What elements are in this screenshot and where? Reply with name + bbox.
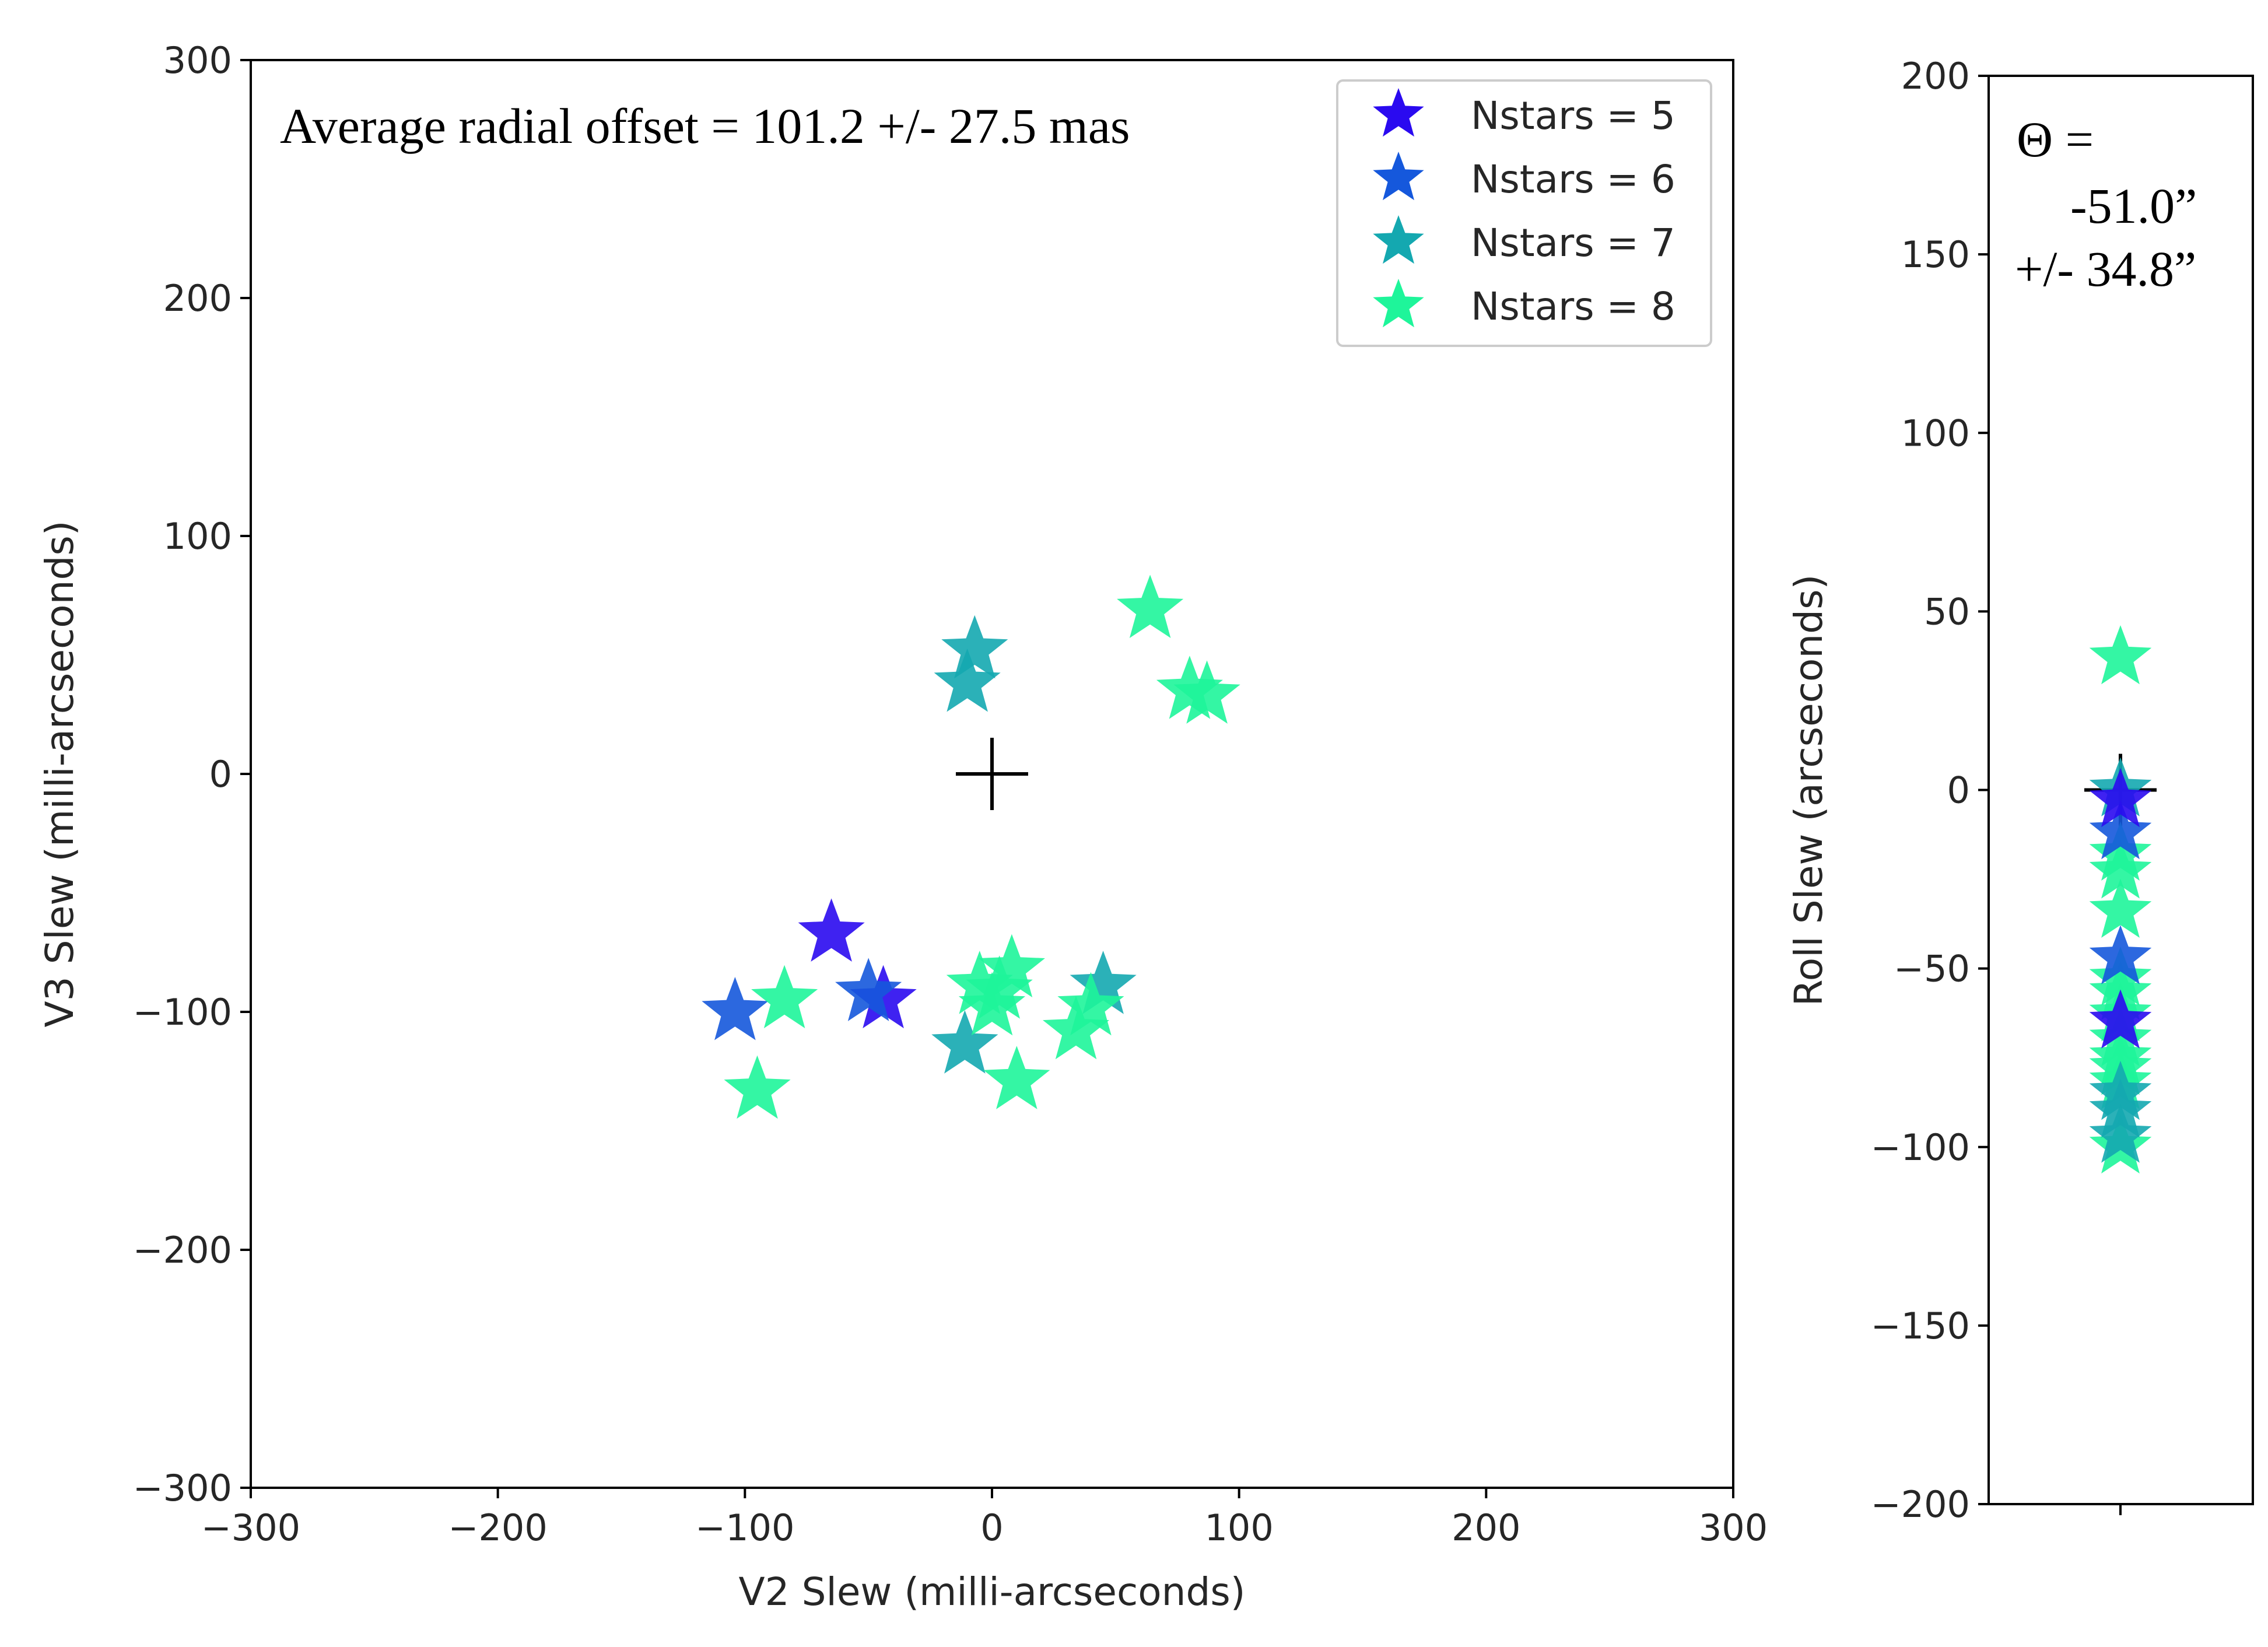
- main-y-tick-label: −300: [133, 1467, 232, 1509]
- data-point-star: [798, 898, 865, 962]
- main-y-axis-ticks: 300 200 100 0 −100 −200 −300: [133, 39, 251, 1509]
- data-point-star: [941, 615, 1008, 679]
- roll-y-axis-ticks: 200 150 100 50 0 −50 −100 −150 −200: [1871, 55, 1989, 1526]
- data-point-star: [835, 958, 902, 1021]
- legend-entry-label: Nstars = 6: [1471, 157, 1675, 202]
- roll-data-point-star: [2089, 839, 2152, 899]
- legend-entry-label: Nstars = 5: [1471, 93, 1675, 138]
- data-point-star: [983, 1046, 1050, 1109]
- roll-data-point-star: [2089, 1103, 2152, 1163]
- main-x-tick-label: −300: [201, 1506, 300, 1549]
- data-point-star: [724, 1055, 791, 1119]
- legend-marker-star: [1373, 152, 1424, 201]
- data-point-star: [1173, 660, 1240, 724]
- average-offset-annotation: Average radial offset = 101.2 +/- 27.5 m…: [280, 98, 1130, 154]
- data-point-star: [702, 977, 769, 1040]
- main-x-tick-label: 300: [1699, 1506, 1768, 1549]
- origin-crosshair: [956, 738, 1028, 810]
- data-point-star: [1117, 574, 1184, 638]
- main-x-tick-label: 100: [1204, 1506, 1273, 1549]
- data-point-star: [931, 1010, 998, 1074]
- data-point-star: [966, 955, 1033, 1019]
- roll-y-tick-label: 100: [1901, 412, 1970, 454]
- main-y-tick-label: 300: [163, 39, 232, 82]
- roll-y-tick-label: −150: [1871, 1305, 1970, 1347]
- theta-annotation-line-3: +/- 34.8”: [2015, 241, 2196, 297]
- roll-slew-panel: 200 150 100 50 0 −50 −100 −150 −200 Roll Slew (a…: [1786, 55, 2254, 1526]
- legend-entry-label: Nstars = 8: [1471, 284, 1675, 329]
- roll-y-tick-label: 150: [1901, 233, 1970, 276]
- legend-box: [1336, 79, 1712, 347]
- legend-marker-star: [1373, 279, 1424, 328]
- roll-data-points: [2089, 625, 2152, 1174]
- data-point-star: [751, 965, 818, 1029]
- roll-data-point-star: [2089, 800, 2152, 860]
- main-x-axis-ticks: −300 −200 −100 0 100 200 300: [201, 1488, 1768, 1549]
- roll-y-tick-label: 50: [1924, 590, 1970, 633]
- roll-y-tick-label: 0: [1947, 769, 1970, 812]
- main-x-tick-label: 0: [980, 1506, 1003, 1549]
- roll-y-tick-label: −200: [1871, 1483, 1970, 1526]
- main-x-tick-label: 200: [1452, 1506, 1520, 1549]
- roll-data-point-star: [2089, 625, 2152, 685]
- roll-data-point-star: [2089, 989, 2152, 1049]
- main-scatter-panel: 300 200 100 0 −100 −200 −300 −300 −200 −100 0 100 2…: [37, 39, 1768, 1614]
- roll-y-tick-label: −50: [1894, 948, 1970, 990]
- main-y-tick-label: 100: [163, 515, 232, 558]
- main-x-tick-label: −100: [695, 1506, 794, 1549]
- legend: Nstars = 5 Nstars = 6 Nstars = 7 Nstars = 8: [1336, 79, 1712, 347]
- data-point-star: [934, 649, 1001, 712]
- legend-marker-star: [1373, 215, 1424, 264]
- roll-data-point-star: [2089, 768, 2152, 828]
- legend-marker-star: [1373, 88, 1424, 137]
- main-y-axis-label: V3 Slew (milli-arcseconds): [37, 520, 82, 1027]
- roll-y-tick-label: 200: [1901, 55, 1970, 97]
- roll-data-point-star: [2089, 925, 2152, 984]
- data-point-star: [1057, 972, 1124, 1036]
- main-y-tick-label: 0: [209, 753, 232, 796]
- main-data-points: [702, 574, 1240, 1119]
- theta-annotation-line-2: -51.0”: [2070, 178, 2197, 234]
- roll-data-point-star: [2089, 878, 2152, 938]
- legend-entry-label: Nstars = 7: [1471, 220, 1675, 265]
- main-x-axis-label: V2 Slew (milli-arcseconds): [738, 1569, 1245, 1614]
- main-y-tick-label: 200: [163, 277, 232, 320]
- roll-y-tick-label: −100: [1871, 1126, 1970, 1169]
- roll-y-axis-label: Roll Slew (arcseconds): [1786, 574, 1831, 1006]
- data-point-star: [978, 934, 1045, 998]
- theta-annotation-line-1: Θ =: [2017, 111, 2094, 167]
- main-y-tick-label: −200: [133, 1229, 232, 1271]
- data-point-star: [1070, 951, 1137, 1014]
- main-y-tick-label: −100: [133, 991, 232, 1033]
- main-x-tick-label: −200: [448, 1506, 548, 1549]
